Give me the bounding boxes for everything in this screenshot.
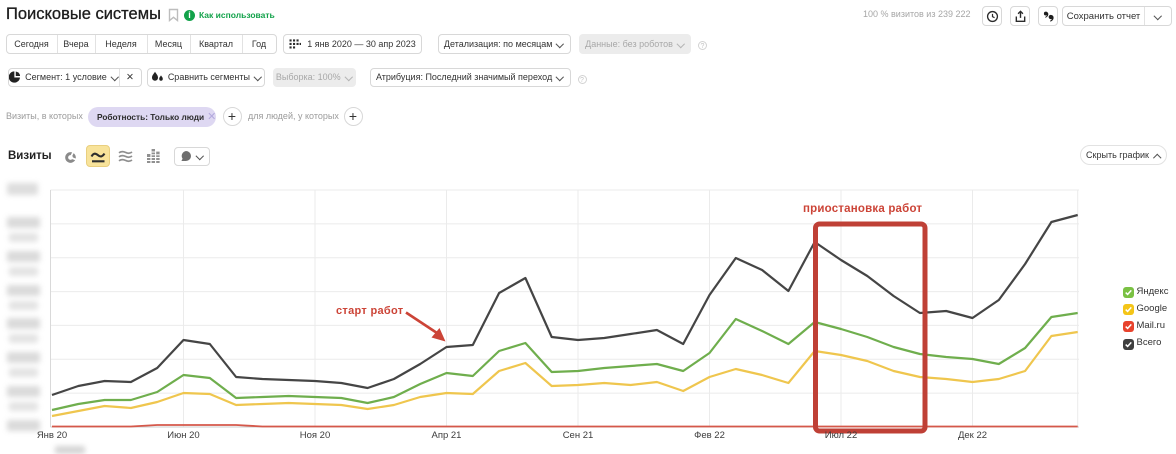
svg-text:старт работ: старт работ [336, 305, 404, 317]
svg-text:приостановка работ: приостановка работ [803, 203, 922, 215]
